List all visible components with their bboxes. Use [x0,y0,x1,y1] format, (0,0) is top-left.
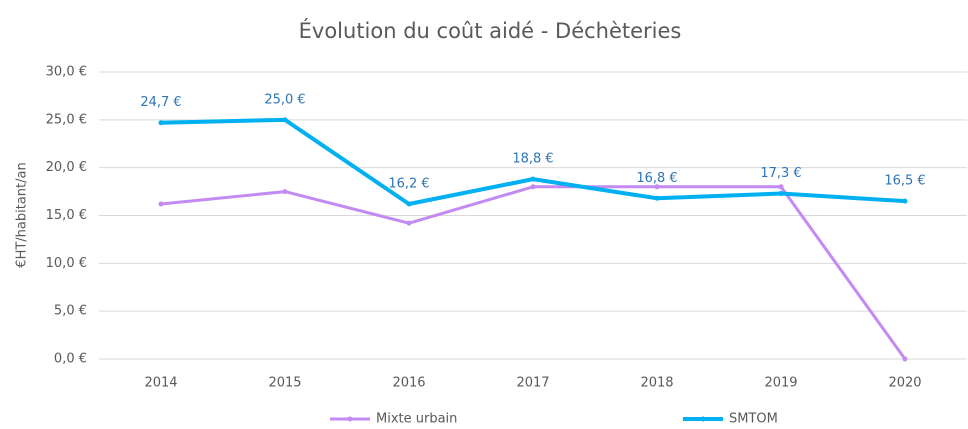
y-tick-label: 10,0 € [46,256,87,271]
y-tick-label: 20,0 € [46,160,87,175]
y-tick-label: 15,0 € [46,208,87,223]
point [158,120,164,126]
y-tick-label: 25,0 € [46,112,87,127]
legend-marker [347,416,353,422]
data-label: 16,5 € [884,174,925,189]
x-tick-label: 2020 [888,376,921,391]
y-tick-label: 5,0 € [54,304,87,319]
y-tick-label: 0,0 € [54,352,87,367]
y-tick-label: 30,0 € [46,65,87,80]
point [902,198,908,204]
x-tick-label: 2017 [516,376,549,391]
point [778,184,784,190]
legend-label: Mixte urbain [376,412,457,427]
data-label: 24,7 € [140,95,181,110]
x-tick-label: 2019 [764,376,797,391]
legend-marker [700,416,706,422]
point [530,184,536,190]
data-label: 18,8 € [512,152,553,167]
point [158,201,164,207]
point [406,220,412,226]
data-label: 17,3 € [760,166,801,181]
chart-title: Évolution du coût aidé - Déchèteries [299,18,682,43]
point [902,356,908,362]
series-line [160,185,907,360]
point [406,201,412,207]
point [778,190,784,196]
data-label: 16,2 € [388,177,429,192]
x-tick-label: 2018 [640,376,673,391]
point [282,189,288,195]
x-tick-label: 2015 [268,376,301,391]
point [282,117,288,123]
x-tick-label: 2016 [392,376,425,391]
point [654,195,660,201]
x-tick-label: 2014 [144,376,177,391]
y-axis-label: €HT/habitant/an [15,162,30,267]
legend-label: SMTOM [729,412,778,427]
data-label: 16,8 € [636,171,677,186]
data-label: 25,0 € [264,92,305,107]
point [654,184,660,190]
point [530,176,536,182]
